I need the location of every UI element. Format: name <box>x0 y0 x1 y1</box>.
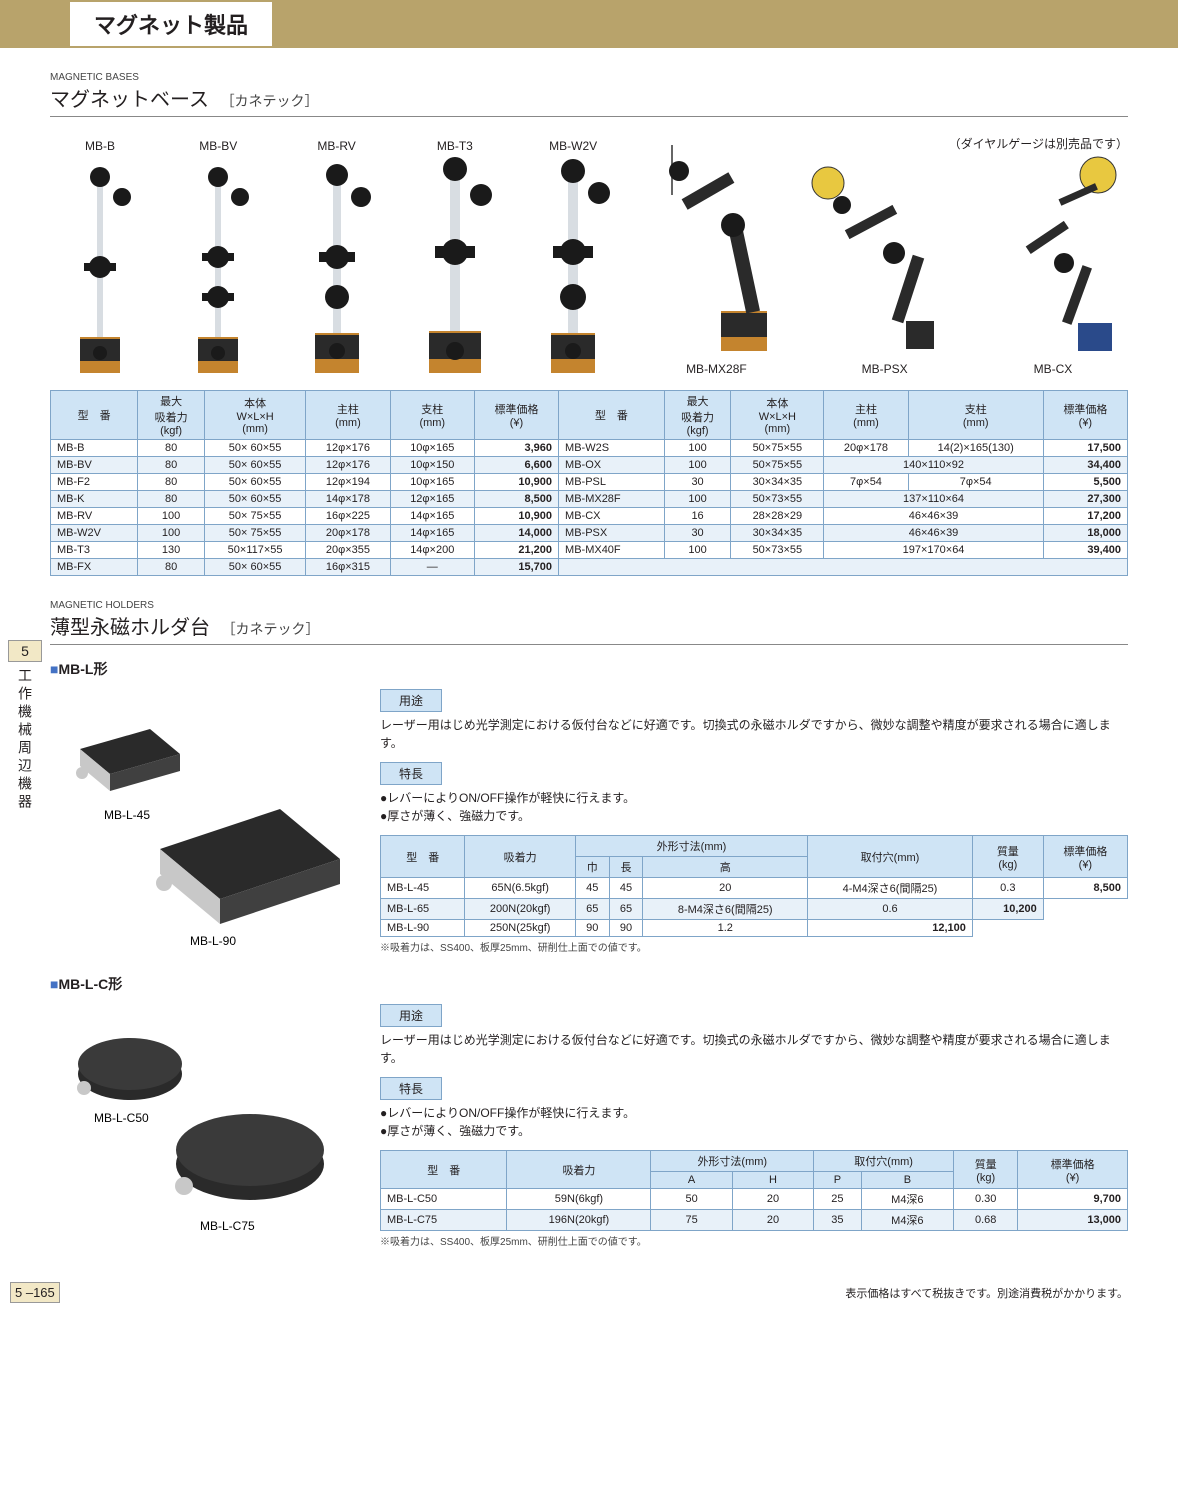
page-header: マグネット製品 <box>0 0 1178 48</box>
mbl-table: 型 番吸着力外形寸法(mm)取付穴(mm)質量(kg)標準価格(¥)巾長高MB-… <box>380 835 1128 937</box>
mblc-head: ■MB-L-C形 <box>50 974 1128 994</box>
page-title: マグネット製品 <box>70 2 272 46</box>
product-mb-bv: MB-BV <box>168 135 268 380</box>
section2-title: 薄型永磁ホルダ台 ［カネテック］ <box>50 611 1128 645</box>
product-mb-mx28f: MB-MX28F <box>641 135 791 380</box>
mblc-images: MB-L-C50 MB-L-C75 <box>50 1004 360 1248</box>
section1-eyebrow: MAGNETIC BASES <box>50 72 1128 83</box>
mblc-table: 型 番吸着力外形寸法(mm)取付穴(mm)質量(kg)標準価格(¥)AHPBMB… <box>380 1150 1128 1231</box>
product-mb-t3: MB-T3 <box>405 135 505 380</box>
gauge-note: （ダイヤルゲージは別売品です） <box>949 135 1128 152</box>
svg-text:MB-L-C50: MB-L-C50 <box>94 1111 149 1125</box>
tax-note: 表示価格はすべて税抜きです。別途消費税がかかります。 <box>845 1285 1128 1301</box>
svg-text:MB-L-90: MB-L-90 <box>190 934 236 948</box>
product-mb-w2v: MB-W2V <box>523 135 623 380</box>
use-text: レーザー用はじめ光学測定における仮付台などに好適です。切換式の永磁ホルダですから… <box>380 716 1128 752</box>
section1-title: マグネットベース ［カネテック］ <box>50 83 1128 117</box>
product-gallery: （ダイヤルゲージは別売品です） MB-B MB-BV <box>50 135 1128 380</box>
mbl-head: ■MB-L形 <box>50 659 1128 679</box>
svg-text:MB-L-C75: MB-L-C75 <box>200 1219 255 1233</box>
product-mb-rv: MB-RV <box>287 135 387 380</box>
magnetic-base-table: 型 番最大吸着力(kgf)本体W×L×H(mm)主柱(mm)支柱(mm)標準価格… <box>50 390 1128 576</box>
side-tab: 5 工作機械周辺機器 <box>8 640 42 812</box>
svg-text:MB-L-45: MB-L-45 <box>104 808 150 822</box>
use-label: 用途 <box>380 689 442 712</box>
feat-label: 特長 <box>380 762 442 785</box>
page-number: 5 –165 <box>10 1282 60 1303</box>
product-mb-b: MB-B <box>50 135 150 380</box>
mbl-images: MB-L-45 MB-L-90 <box>50 689 360 954</box>
section2-eyebrow: MAGNETIC HOLDERS <box>50 600 1128 611</box>
page-footer: 5 –165 表示価格はすべて税抜きです。別途消費税がかかります。 <box>0 1282 1178 1309</box>
product-mb-cx: MB-CX <box>978 135 1128 380</box>
product-mb-psx: MB-PSX <box>810 135 960 380</box>
